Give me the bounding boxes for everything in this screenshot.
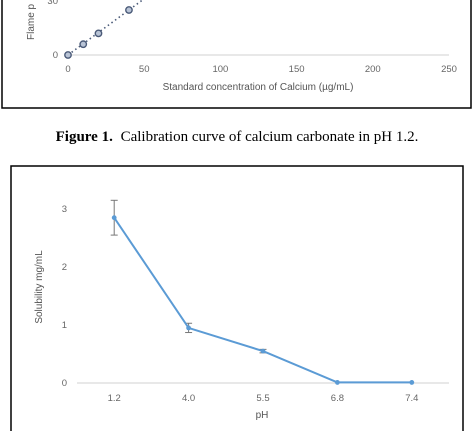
chart1-points xyxy=(64,6,133,59)
chart2-x-tick-3: 6.8 xyxy=(331,393,344,404)
chart1-x-tick-4: 200 xyxy=(365,64,381,75)
chart2-y-axis-title: Solubility mg/mL xyxy=(34,250,45,324)
chart1-y-tick-0: 0 xyxy=(53,50,58,61)
chart2-point-4 xyxy=(409,380,415,385)
chart2-y-tick-1: 1 xyxy=(62,320,67,331)
chart1-y-tick-1: 30 xyxy=(47,0,58,7)
chart1-y-axis-title: Flame p xyxy=(26,3,37,40)
chart1-x-tick-labels: 0 50 100 150 200 250 xyxy=(65,64,457,75)
chart1-frame xyxy=(1,0,472,109)
chart2-frame xyxy=(10,165,464,431)
chart1-x-tick-5: 250 xyxy=(441,64,457,75)
chart2-point-3 xyxy=(335,380,340,385)
chart2-point-0 xyxy=(111,215,117,221)
chart1-y-tick-labels: 0 30 xyxy=(47,0,58,61)
chart2-point-2 xyxy=(260,348,266,354)
chart2-x-tick-2: 5.5 xyxy=(256,393,269,404)
chart1-point-1 xyxy=(79,40,88,49)
chart2-x-tick-0: 1.2 xyxy=(108,393,121,404)
chart2-y-tick-2: 2 xyxy=(62,262,67,273)
figure1-caption-text: Calibration curve of calcium carbonate i… xyxy=(121,129,419,145)
chart1-x-tick-1: 50 xyxy=(139,64,150,75)
chart1-point-0 xyxy=(64,51,72,59)
chart1-x-tick-3: 150 xyxy=(289,64,305,75)
chart2-y-tick-0: 0 xyxy=(62,378,67,389)
chart2-x-tick-labels: 1.2 4.0 5.5 6.8 7.4 xyxy=(108,393,419,404)
chart1-x-tick-2: 100 xyxy=(212,64,228,75)
figure1-caption: Figure 1. Calibration curve of calcium c… xyxy=(56,129,419,145)
chart1-point-3 xyxy=(125,6,133,14)
chart2-x-tick-4: 7.4 xyxy=(405,393,418,404)
chart2-y-tick-labels: 0 1 2 3 xyxy=(62,204,67,389)
chart2-x-axis-title: pH xyxy=(256,410,269,421)
chart1-x-axis-title: Standard concentration of Calcium (µg/mL… xyxy=(163,82,354,93)
chart2-y-tick-3: 3 xyxy=(62,204,67,215)
chart2-point-1 xyxy=(186,325,192,331)
figure1-caption-label: Figure 1. xyxy=(56,129,113,145)
chart2-points xyxy=(111,215,415,385)
chart1-x-tick-0: 0 xyxy=(65,64,70,75)
chart2-x-tick-1: 4.0 xyxy=(182,393,195,404)
chart2-series-line xyxy=(113,217,412,384)
chart1-point-2 xyxy=(94,29,103,38)
